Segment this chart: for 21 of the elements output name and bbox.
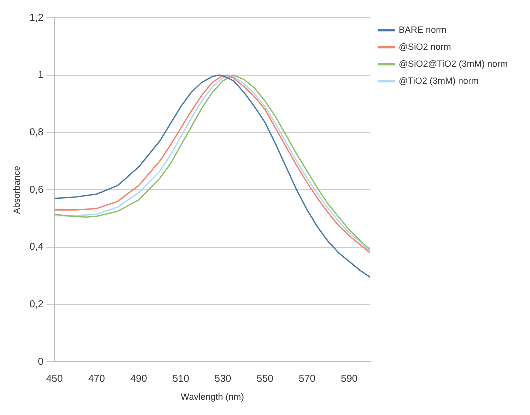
x-tick-label: 530: [214, 374, 232, 385]
y-tick-label: 0: [38, 356, 44, 368]
y-tick-label: 0,2: [30, 300, 44, 311]
legend-label: @SiO2@TiO2 (3mM) norm: [399, 58, 508, 69]
x-tick-label: 490: [130, 374, 148, 385]
y-tick-label: 0,8: [30, 127, 44, 138]
y-tick-label: 1: [38, 70, 44, 82]
x-tick-label: 570: [299, 374, 316, 385]
y-axis-title: Absorbance: [12, 166, 22, 214]
x-tick-label: 470: [88, 374, 106, 385]
x-tick-label: 450: [46, 374, 64, 385]
x-tick-label: 510: [172, 374, 190, 385]
legend-label: @TiO2 (3mM) norm: [399, 76, 479, 86]
y-tick-label: 0,4: [30, 242, 44, 254]
x-tick-label: 550: [256, 374, 274, 385]
x-axis-title: Wavlength (nm): [181, 392, 244, 402]
legend-label: @SiO2 norm: [399, 42, 452, 52]
legend-label: BARE norm: [399, 24, 447, 35]
y-tick-label: 0,6: [30, 184, 44, 196]
x-tick-label: 590: [341, 374, 358, 385]
y-tick-label: 1,2: [30, 12, 44, 24]
